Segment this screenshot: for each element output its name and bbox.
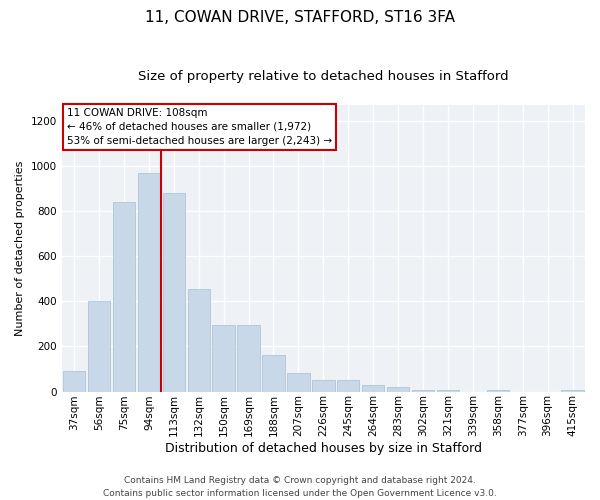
Bar — [63, 371, 85, 392]
Bar — [412, 390, 434, 392]
Bar — [188, 289, 210, 392]
Text: 11 COWAN DRIVE: 108sqm
← 46% of detached houses are smaller (1,972)
53% of semi-: 11 COWAN DRIVE: 108sqm ← 46% of detached… — [67, 108, 332, 146]
Bar — [163, 193, 185, 392]
Bar — [362, 385, 385, 392]
Text: 11, COWAN DRIVE, STAFFORD, ST16 3FA: 11, COWAN DRIVE, STAFFORD, ST16 3FA — [145, 10, 455, 25]
Y-axis label: Number of detached properties: Number of detached properties — [15, 160, 25, 336]
Title: Size of property relative to detached houses in Stafford: Size of property relative to detached ho… — [138, 70, 509, 83]
Bar — [212, 325, 235, 392]
Bar — [287, 374, 310, 392]
Bar — [562, 390, 584, 392]
Text: Contains HM Land Registry data © Crown copyright and database right 2024.
Contai: Contains HM Land Registry data © Crown c… — [103, 476, 497, 498]
Bar — [437, 390, 459, 392]
Bar — [88, 302, 110, 392]
Bar — [337, 380, 359, 392]
Bar — [487, 390, 509, 392]
Bar — [262, 356, 285, 392]
Bar — [137, 172, 160, 392]
Bar — [238, 325, 260, 392]
X-axis label: Distribution of detached houses by size in Stafford: Distribution of detached houses by size … — [165, 442, 482, 455]
Bar — [387, 388, 409, 392]
Bar — [113, 202, 135, 392]
Bar — [312, 380, 335, 392]
